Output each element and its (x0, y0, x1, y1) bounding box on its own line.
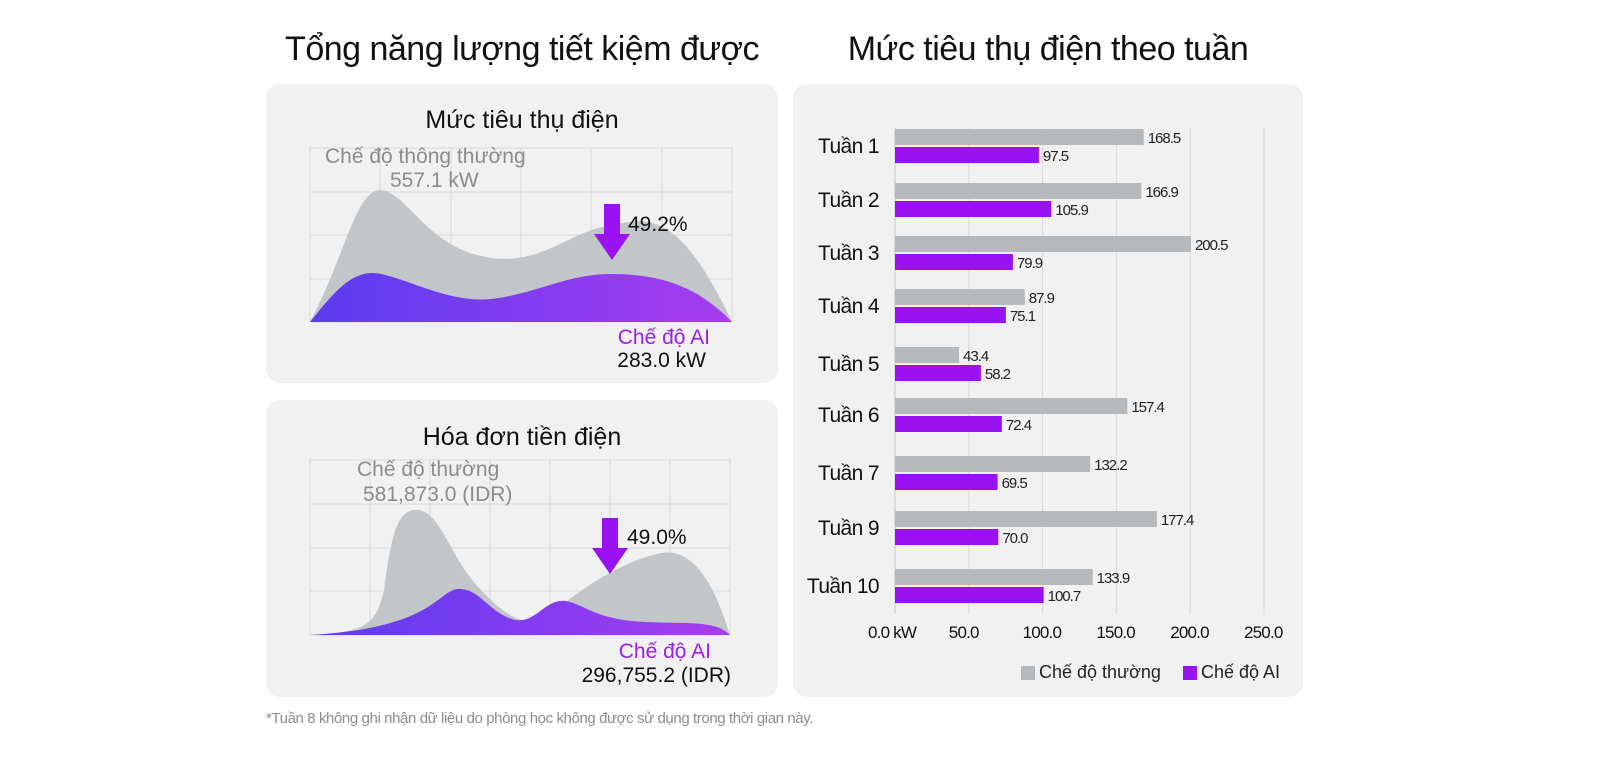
x-tick-label: 150.0 (1096, 623, 1135, 642)
x-tick-label: 200.0 (1170, 623, 1209, 642)
bar-ai (895, 365, 981, 381)
bar-normal (895, 511, 1157, 527)
bill-normal-value: 581,873.0 (IDR) (363, 483, 513, 506)
bar-ai (895, 416, 1002, 432)
legend-ai-label: Chế độ AI (1201, 662, 1281, 682)
energy-reduction: 49.2% (628, 213, 688, 236)
bar-normal (895, 129, 1144, 145)
bill-normal-label: Chế độ thường (357, 458, 500, 481)
legend-normal: Chế độ thường (1021, 662, 1161, 683)
bar-ai (895, 529, 999, 545)
bar-ai (895, 147, 1039, 163)
bar-ai-value-label: 79.9 (1017, 255, 1043, 272)
bar-normal (895, 183, 1142, 199)
bill-reduction: 49.0% (627, 526, 687, 549)
bar-normal (895, 569, 1093, 585)
bar-normal-value-label: 157.4 (1131, 399, 1164, 416)
bill-ai-value: 296,755.2 (IDR) (581, 664, 731, 687)
bar-normal-value-label: 133.9 (1097, 570, 1130, 587)
bar-normal-value-label: 132.2 (1094, 457, 1127, 474)
bar-normal (895, 289, 1025, 305)
category-label: Tuần 5 (818, 353, 879, 376)
bar-normal-value-label: 200.5 (1195, 237, 1228, 254)
bar-ai-value-label: 69.5 (1002, 475, 1028, 492)
bar-ai-value-label: 58.2 (985, 366, 1011, 383)
bar-ai (895, 254, 1013, 270)
bill-panel-title: Hóa đơn tiền điện (422, 423, 622, 451)
legend-ai: Chế độ AI (1183, 662, 1280, 683)
legend-ai-swatch (1183, 665, 1197, 680)
energy-ai-value: 283.0 kW (617, 349, 706, 372)
bar-normal-value-label: 177.4 (1161, 512, 1194, 529)
x-tick-label: 100.0 (1023, 623, 1062, 642)
bar-normal (895, 347, 960, 363)
category-label: Tuần 1 (818, 135, 879, 158)
bar-normal (895, 236, 1191, 252)
left-heading: Tổng năng lượng tiết kiệm được (285, 30, 759, 68)
arrow-down-icon (594, 204, 630, 260)
category-label: Tuần 3 (818, 242, 879, 265)
bar-normal-value-label: 87.9 (1029, 290, 1055, 307)
bar-ai-value-label: 97.5 (1043, 148, 1069, 165)
energy-panel: Mức tiêu thụ điện Chế (266, 84, 778, 383)
category-label: Tuần 2 (818, 189, 879, 212)
bill-ai-label: Chế độ AI (618, 640, 711, 663)
bar-ai (895, 201, 1052, 217)
bar-ai-value-label: 105.9 (1055, 202, 1088, 219)
category-label: Tuần 4 (818, 295, 880, 318)
bar-ai-value-label: 70.0 (1002, 530, 1028, 547)
energy-normal-label: Chế độ thông thường (325, 145, 526, 168)
bill-panel: Hóa đơn tiền điện (266, 400, 778, 697)
energy-ai-area (310, 272, 732, 322)
bar-ai (895, 307, 1006, 323)
energy-normal-value: 557.1 kW (390, 169, 479, 192)
energy-panel-title: Mức tiêu thụ điện (425, 106, 619, 134)
weekly-bar-chart: 0.0 kW 50.0 100.0 150.0 200.0 250.0 Tuần 1 168.… (807, 128, 1284, 642)
bar-ai (895, 474, 998, 490)
legend-normal-label: Chế độ thường (1039, 662, 1161, 682)
x-tick-label: 50.0 (949, 623, 979, 642)
bar-ai-value-label: 100.7 (1048, 588, 1081, 605)
bar-normal-value-label: 168.5 (1148, 130, 1181, 147)
energy-ai-label: Chế độ AI (617, 326, 710, 349)
category-label: Tuần 6 (818, 404, 879, 427)
arrow-down-icon (592, 518, 628, 574)
bill-normal-area (310, 509, 730, 635)
weekly-chart-panel: 0.0 kW 50.0 100.0 150.0 200.0 250.0 Tuần 1 168.… (793, 84, 1303, 697)
bar-ai-value-label: 75.1 (1010, 308, 1036, 325)
bar-ai (895, 587, 1044, 603)
bar-ai-value-label: 72.4 (1006, 417, 1032, 434)
bill-ai-area (310, 588, 730, 635)
bill-area-chart (309, 459, 731, 636)
bar-normal-value-label: 166.9 (1145, 184, 1178, 201)
category-label: Tuần 9 (818, 517, 879, 540)
energy-area-chart (309, 147, 733, 323)
right-heading: Mức tiêu thụ điện theo tuần (847, 30, 1249, 68)
legend-normal-swatch (1021, 665, 1035, 680)
footnote: *Tuần 8 không ghi nhận dữ liệu do phòng … (266, 710, 813, 727)
category-label: Tuần 7 (818, 462, 879, 485)
category-label: Tuần 10 (807, 575, 879, 598)
bar-normal-value-label: 43.4 (963, 348, 989, 365)
x-tick-label: 250.0 (1244, 623, 1283, 642)
bar-normal (895, 398, 1128, 414)
x-tick-label: 0.0 kW (868, 623, 917, 642)
bar-normal (895, 456, 1091, 472)
